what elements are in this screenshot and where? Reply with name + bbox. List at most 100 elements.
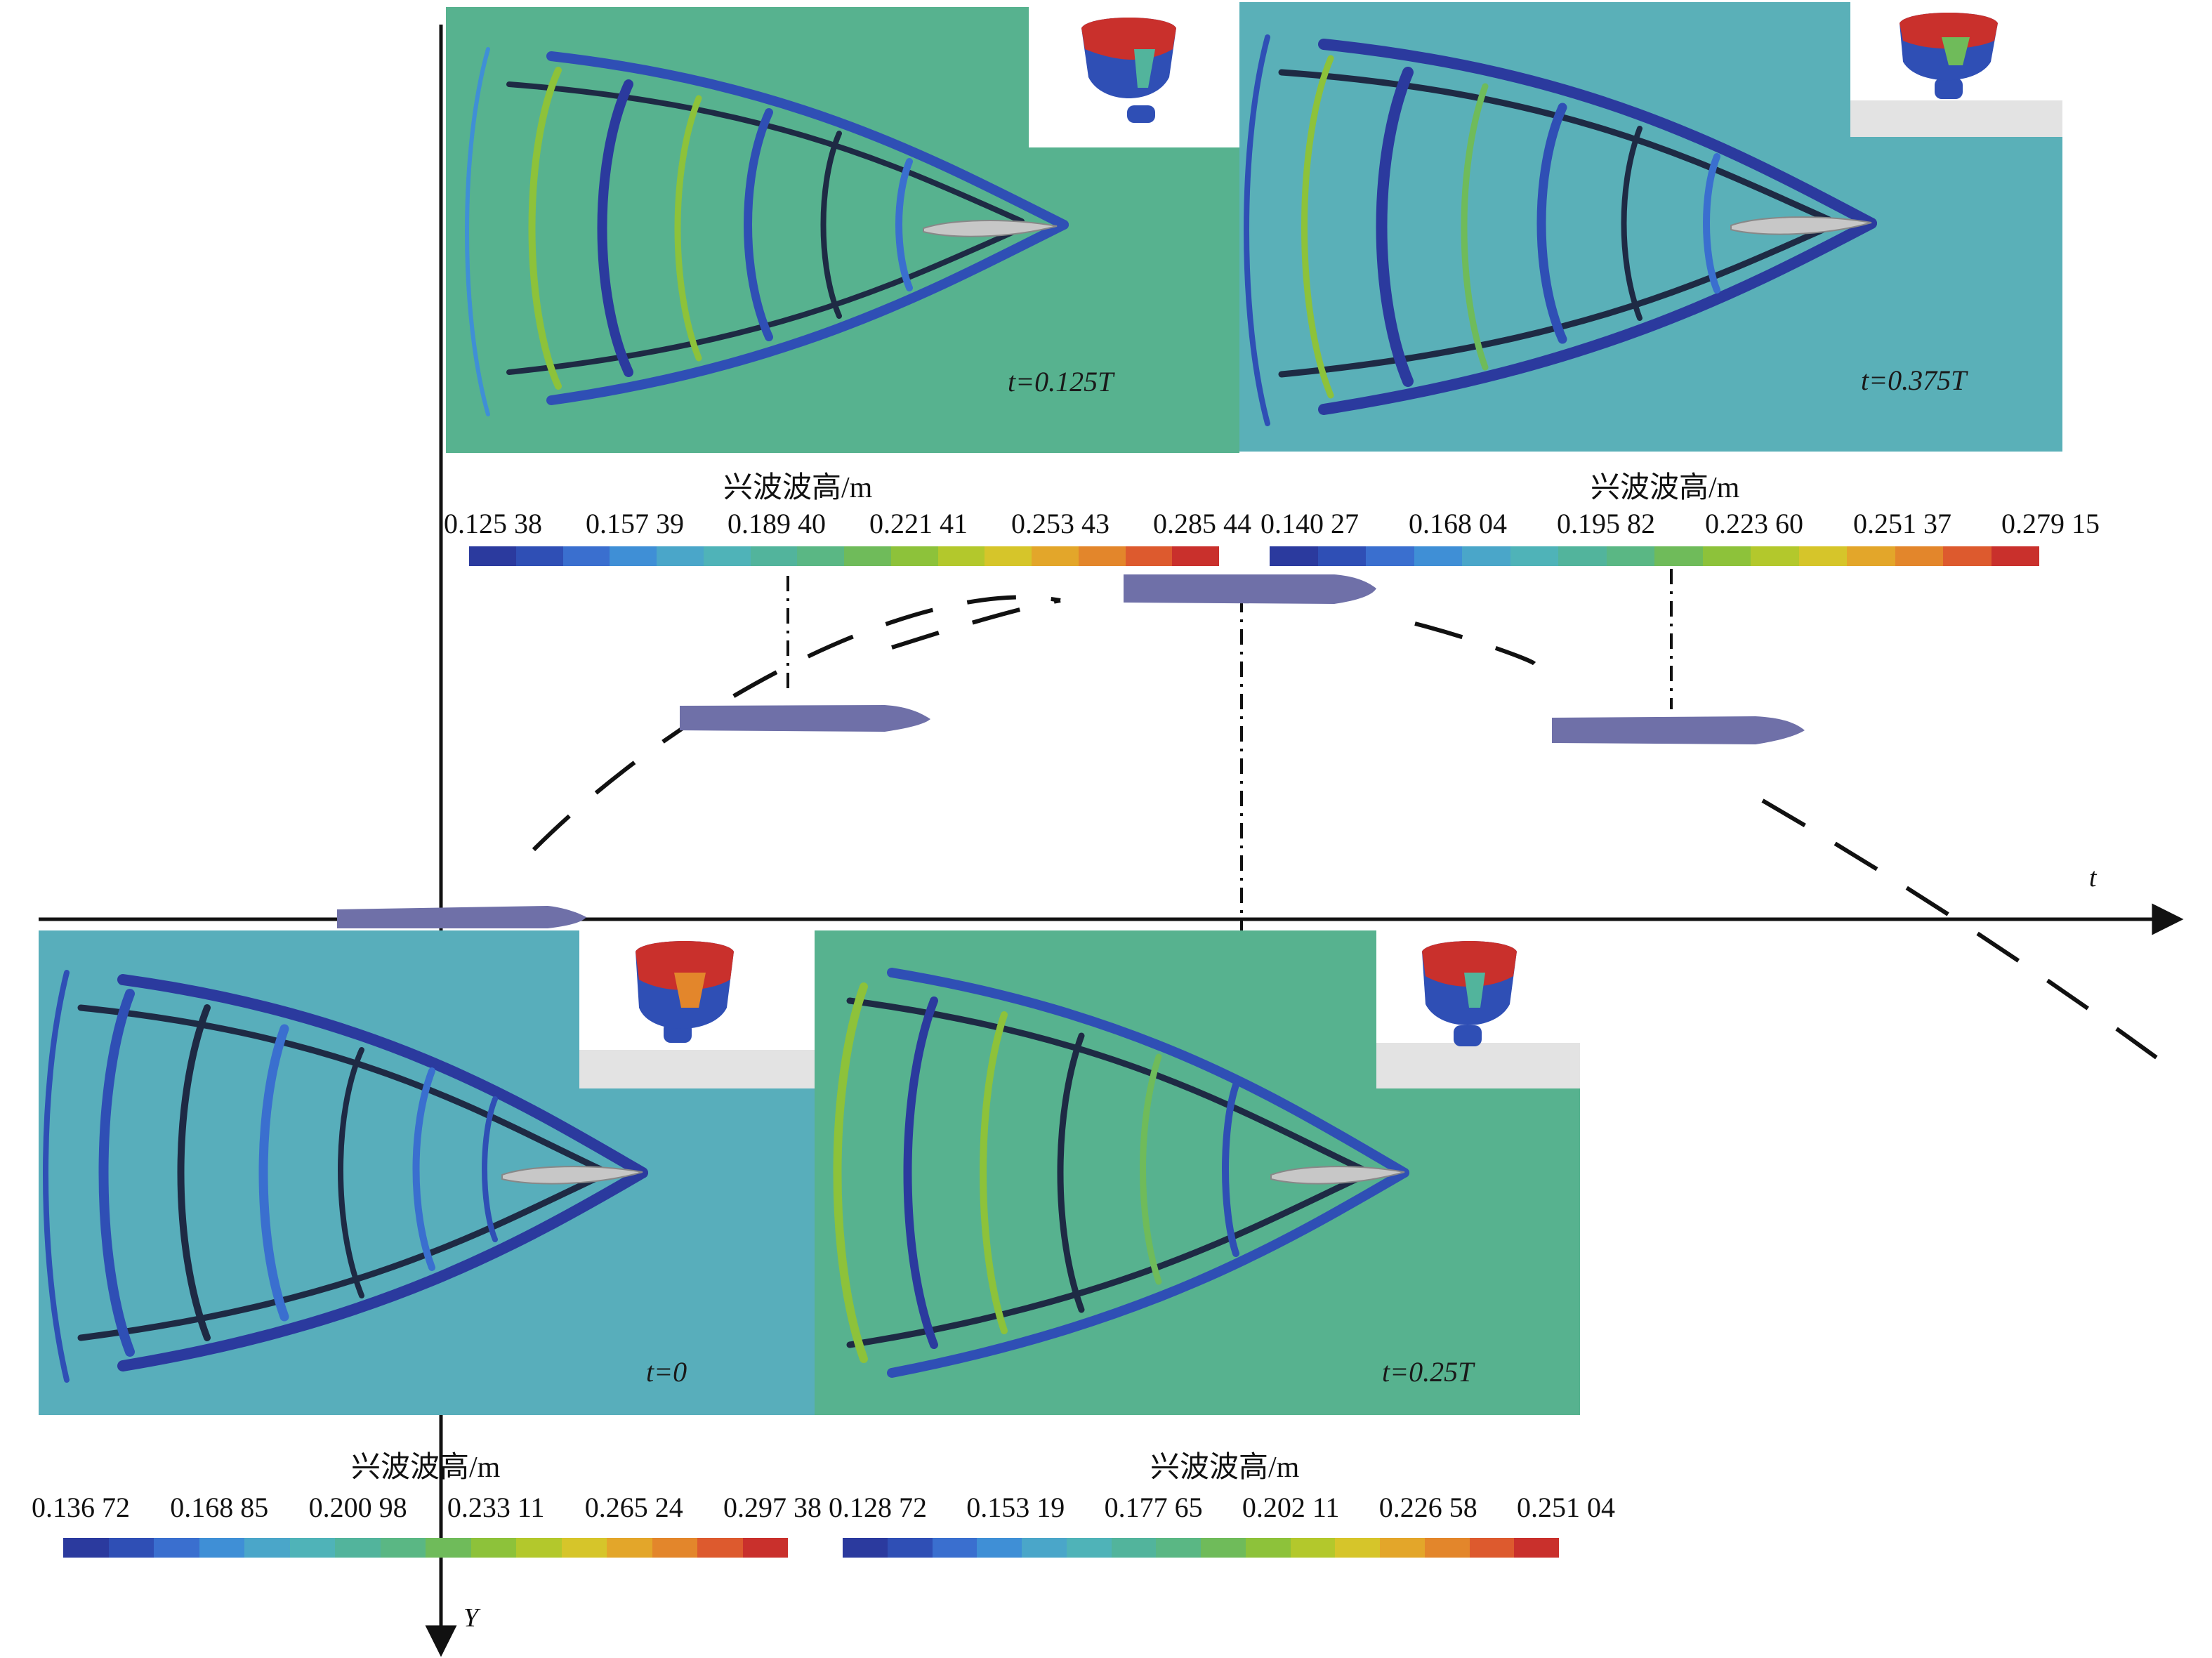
colorbar-title: 兴波波高/m: [1591, 472, 1740, 504]
colorbar-swatch: [108, 1538, 154, 1558]
colorbar-swatch: [1366, 546, 1414, 566]
t-axis-label: t: [2089, 863, 2097, 893]
colorbar-swatch: [1317, 546, 1366, 566]
colorbar-title: 兴波波高/m: [351, 1452, 501, 1484]
colorbar-swatch: [1469, 1538, 1515, 1558]
wave-panel-t0: t=0: [39, 930, 818, 1415]
time-label: t=0: [646, 1356, 687, 1388]
colorbar: [1270, 546, 2039, 566]
colorbar-title: 兴波波高/m: [1150, 1452, 1300, 1484]
colorbar-tick: 0.233 11: [447, 1492, 545, 1523]
colorbar-swatch: [516, 1538, 562, 1558]
colorbar-ticks: 0.125 38 0.157 39 0.189 40 0.221 41 0.25…: [444, 507, 1251, 540]
colorbar-tick: 0.297 38: [723, 1492, 822, 1523]
wave-panel-t0375: t=0.375T: [1239, 2, 2062, 452]
colorbar-swatch: [1335, 1538, 1380, 1558]
colorbar-tick: 0.195 82: [1557, 508, 1655, 539]
colorbar-swatch: [199, 1538, 244, 1558]
colorbar-swatch: [1380, 1538, 1425, 1558]
colorbar-title: 兴波波高/m: [723, 472, 873, 504]
colorbar-swatch: [1895, 546, 1943, 566]
colorbar-swatch: [937, 546, 985, 566]
colorbar-swatch: [515, 546, 563, 566]
time-label: t=0.375T: [1861, 364, 1967, 396]
bulb-inset-icon: [1900, 13, 1998, 99]
colorbar-swatch: [1847, 546, 1895, 566]
colorbar-tick: 0.168 04: [1409, 508, 1507, 539]
colorbar-swatch: [1111, 1538, 1157, 1558]
colorbar-swatch: [380, 1538, 426, 1558]
colorbar-tick: 0.157 39: [586, 508, 684, 539]
ship-silhouette-t0: [337, 906, 586, 928]
colorbar-tick: 0.177 65: [1104, 1492, 1203, 1523]
colorbar-swatch: [1066, 1538, 1112, 1558]
bulb-inset-icon: [1081, 18, 1176, 123]
colorbar-swatch: [657, 546, 704, 566]
colorbar-swatch: [244, 1538, 290, 1558]
colorbar-tick: 0.168 85: [170, 1492, 269, 1523]
wave-panel-t0125: t=0.125T: [446, 7, 1239, 453]
colorbar-swatch: [977, 1538, 1022, 1558]
wave-contour-field: [815, 930, 1580, 1415]
colorbar-swatch: [1654, 546, 1703, 566]
colorbar-swatch: [1125, 546, 1173, 566]
colorbar-swatch: [750, 546, 798, 566]
colorbar-swatch: [890, 546, 938, 566]
colorbar-tick: 0.265 24: [584, 1492, 683, 1523]
colorbar-tick: 0.128 72: [829, 1492, 927, 1523]
colorbar: [469, 546, 1219, 566]
colorbar-swatch: [63, 1538, 109, 1558]
colorbar-ticks: 0.140 27 0.168 04 0.195 82 0.223 60 0.25…: [1260, 507, 2100, 540]
colorbar-tick: 0.226 58: [1378, 1492, 1477, 1523]
colorbar-swatch: [426, 1538, 471, 1558]
colorbar-swatch: [1514, 1538, 1559, 1558]
colorbar-swatch: [1156, 1538, 1201, 1558]
colorbar-swatch: [985, 546, 1032, 566]
colorbar-swatch: [697, 1538, 743, 1558]
colorbar-swatch: [561, 1538, 607, 1558]
colorbar-swatch: [289, 1538, 335, 1558]
colorbar-swatch: [1290, 1538, 1336, 1558]
colorbar-swatch: [1172, 546, 1219, 566]
colorbar-tick: 0.200 98: [308, 1492, 407, 1523]
colorbar-swatch: [797, 546, 844, 566]
colorbar-swatch: [1201, 1538, 1246, 1558]
colorbar-swatch: [154, 1538, 199, 1558]
time-label: t=0.125T: [1008, 366, 1114, 397]
colorbar-tick: 0.125 38: [444, 508, 542, 539]
colorbar-tick: 0.285 44: [1153, 508, 1251, 539]
colorbar-swatch: [562, 546, 610, 566]
colorbar-swatch: [1424, 1538, 1470, 1558]
colorbar-tick: 0.279 15: [2001, 508, 2100, 539]
colorbar-tick: 0.202 11: [1242, 1492, 1340, 1523]
colorbar-tick: 0.251 04: [1517, 1492, 1615, 1523]
colorbar-swatch: [1078, 546, 1126, 566]
bulb-inset-icon: [636, 941, 734, 1043]
colorbar-swatch: [843, 1538, 888, 1558]
colorbar-swatch: [742, 1538, 788, 1558]
colorbar-tick: 0.253 43: [1011, 508, 1110, 539]
colorbar-swatch: [1022, 1538, 1067, 1558]
colorbar-tick: 0.136 72: [32, 1492, 130, 1523]
colorbar-ticks: 0.128 72 0.153 19 0.177 65 0.202 11 0.22…: [829, 1491, 1615, 1524]
colorbar-swatch: [1606, 546, 1654, 566]
wave-contour-field: [39, 930, 818, 1415]
ship-silhouette-t025: [1124, 574, 1376, 604]
bulb-inset-icon: [1422, 941, 1517, 1046]
colorbar-swatch: [703, 546, 751, 566]
colorbar-swatch: [932, 1538, 977, 1558]
colorbar-tick: 0.140 27: [1260, 508, 1359, 539]
ship-silhouette-t0375: [1552, 716, 1805, 744]
colorbar-swatch: [1414, 546, 1462, 566]
colorbar-swatch: [652, 1538, 697, 1558]
colorbar: [63, 1538, 788, 1558]
colorbar: [843, 1538, 1559, 1558]
colorbar-swatch: [1943, 546, 1992, 566]
colorbar-tick: 0.221 41: [869, 508, 968, 539]
colorbar-swatch: [1032, 546, 1079, 566]
colorbar-tick: 0.251 37: [1853, 508, 1951, 539]
colorbar-swatch: [607, 1538, 652, 1558]
colorbar-swatch: [1270, 546, 1318, 566]
